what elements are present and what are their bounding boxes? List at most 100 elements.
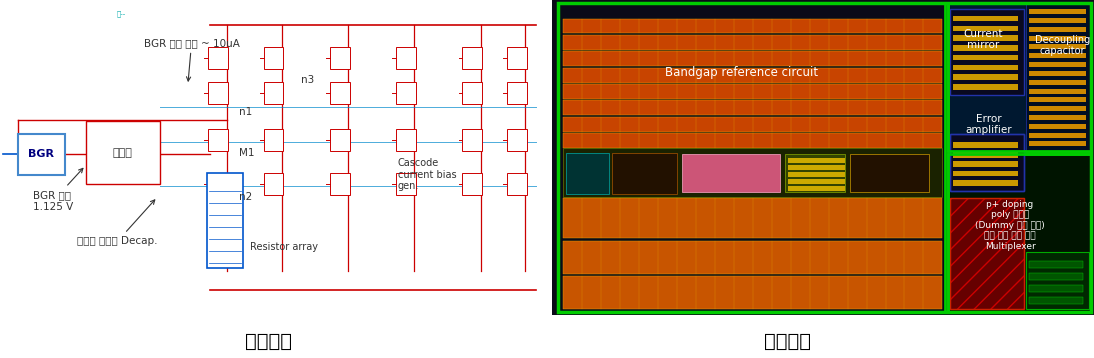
Bar [788, 179, 845, 184]
Bar [951, 9, 1024, 95]
Bar [951, 198, 1024, 309]
Bar [563, 51, 942, 66]
Bar [563, 198, 942, 238]
Bar [953, 180, 1019, 186]
Bar [1029, 297, 1083, 304]
Bar [463, 129, 482, 151]
Bar [953, 84, 1019, 90]
Text: n2: n2 [238, 192, 252, 202]
Bar [788, 172, 845, 177]
Bar [953, 74, 1019, 80]
Bar [788, 186, 845, 190]
Bar [951, 198, 1024, 309]
Bar [208, 47, 229, 69]
Bar [329, 173, 350, 195]
Bar [785, 154, 845, 192]
Bar [563, 117, 942, 132]
Bar [563, 133, 942, 148]
Bar [563, 84, 942, 99]
Bar [1029, 88, 1086, 93]
Bar [1029, 106, 1086, 111]
Bar [507, 82, 526, 104]
Bar [208, 82, 229, 104]
Bar [850, 154, 929, 192]
Bar [1029, 261, 1083, 268]
Bar [1029, 80, 1086, 85]
Text: p+ doping
poly 저항열
(Dummy 저항 사용)
출력 전류 가변 위한
Multiplexer: p+ doping poly 저항열 (Dummy 저항 사용) 출력 전류 가… [975, 200, 1045, 251]
Bar [1029, 97, 1086, 102]
Text: n3: n3 [301, 75, 314, 85]
Bar [563, 68, 942, 83]
Bar [396, 47, 416, 69]
Bar [953, 25, 1019, 31]
Text: BGR 출력 전류 ~ 10uA: BGR 출력 전류 ~ 10uA [143, 38, 240, 81]
Bar [563, 101, 942, 115]
Bar [953, 35, 1019, 41]
Text: 스키메틱: 스키메틱 [245, 332, 291, 351]
Bar [953, 171, 1019, 176]
Bar [329, 82, 350, 104]
Bar [1029, 132, 1086, 138]
Bar [1029, 27, 1086, 32]
Bar [463, 47, 482, 69]
Bar [558, 3, 945, 312]
Text: Error
amplifier: Error amplifier [965, 113, 1012, 135]
Bar [507, 129, 526, 151]
Bar [1029, 141, 1086, 146]
Bar [1029, 53, 1086, 58]
Text: BGR 출력
1.125 V: BGR 출력 1.125 V [33, 168, 83, 212]
Bar [788, 165, 845, 170]
Bar [1026, 252, 1089, 309]
Bar [563, 241, 942, 274]
Text: Decoupling
capacitor: Decoupling capacitor [1035, 35, 1091, 57]
Bar [1029, 9, 1086, 14]
Bar [1029, 18, 1086, 23]
Text: n1: n1 [238, 107, 252, 117]
Bar [951, 134, 1024, 190]
Bar [947, 154, 1092, 312]
Bar [947, 3, 1092, 151]
Text: M1: M1 [238, 148, 254, 158]
Bar [396, 173, 416, 195]
Bar [264, 82, 283, 104]
Text: 레이아웃: 레이아웃 [765, 332, 811, 351]
Bar [953, 45, 1019, 51]
Bar [1029, 71, 1086, 76]
Bar [1026, 3, 1092, 151]
Bar [1029, 35, 1086, 41]
Bar [563, 148, 942, 197]
Bar [1029, 273, 1083, 280]
Text: Resistor array: Resistor array [249, 242, 317, 252]
Bar [329, 47, 350, 69]
Bar [566, 153, 609, 194]
Bar [463, 173, 482, 195]
Bar [463, 82, 482, 104]
Bar [1029, 115, 1086, 120]
Bar [563, 19, 942, 33]
Text: 주파수 보상용 Decap.: 주파수 보상용 Decap. [78, 200, 158, 246]
Bar [264, 47, 283, 69]
Bar [612, 153, 677, 194]
Bar [953, 16, 1019, 21]
Text: Bandgap reference circuit: Bandgap reference circuit [665, 66, 818, 79]
Bar [396, 82, 416, 104]
Text: Current
mirror: Current mirror [963, 29, 1003, 50]
Bar [396, 129, 416, 151]
Bar [1029, 62, 1086, 67]
Bar [953, 152, 1019, 158]
Text: Cascode
current bias
gen.: Cascode current bias gen. [398, 158, 456, 192]
Bar [264, 129, 283, 151]
Bar [19, 134, 66, 175]
Bar [85, 121, 160, 184]
Bar [1029, 285, 1083, 292]
Bar [329, 129, 350, 151]
Bar [788, 159, 845, 163]
Bar [208, 173, 229, 195]
Text: 증폭기: 증폭기 [113, 148, 132, 158]
Bar [947, 3, 1092, 151]
Bar [264, 173, 283, 195]
Bar [683, 154, 780, 192]
Text: BGR: BGR [28, 149, 55, 159]
Bar [208, 129, 229, 151]
Bar [953, 161, 1019, 167]
